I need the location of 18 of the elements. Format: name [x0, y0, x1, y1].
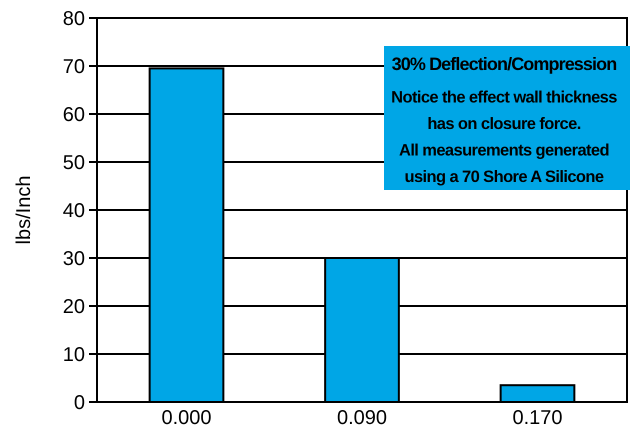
y-tick-label: 20 [62, 296, 85, 318]
annotation: All measurements generated [399, 142, 609, 160]
annotation: Notice the effect wall thickness [391, 88, 618, 106]
y-tick-label: 40 [62, 200, 85, 222]
y-tick-label: 50 [62, 152, 85, 174]
y-tick-label: 60 [62, 104, 85, 126]
y-tick-label: 30 [62, 248, 85, 270]
annotation: using a 70 Shore A Silicone [404, 168, 604, 186]
y-tick-label: 70 [62, 56, 85, 78]
annotation: has on closure force. [427, 115, 581, 133]
annotation: 30% Deflection/Compression [392, 54, 616, 74]
x-tick-label: 0.000 [161, 407, 212, 429]
x-tick-label: 0.090 [336, 407, 388, 429]
y-axis-title: lbs/Inch [13, 176, 35, 244]
x-tick-label: 0.170 [512, 407, 563, 429]
y-tick-label: 0 [74, 392, 85, 414]
y-tick-label: 80 [62, 8, 85, 30]
y-tick-label: 10 [62, 344, 85, 366]
